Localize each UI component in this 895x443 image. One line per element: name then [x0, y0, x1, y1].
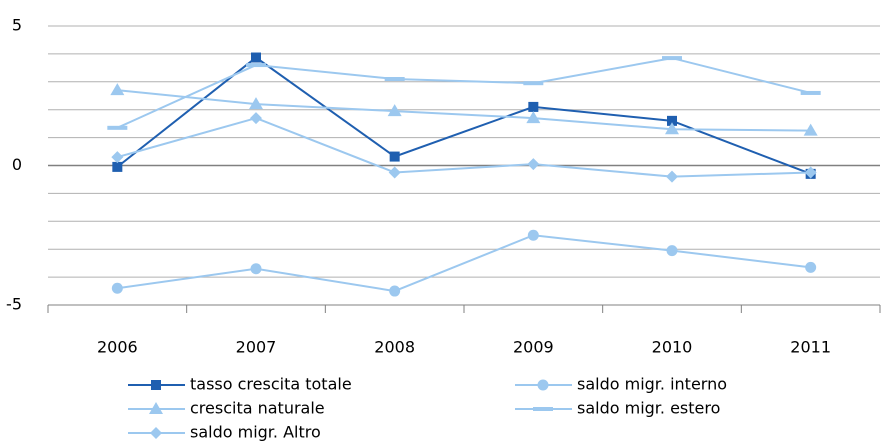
y-tick-label: 5: [12, 16, 22, 35]
x-tick-label: 2011: [790, 338, 831, 357]
data-point: [666, 170, 678, 183]
legend-marker: [537, 379, 549, 391]
legend-label: crescita naturale: [190, 399, 325, 418]
data-point: [107, 125, 128, 130]
data-point: [112, 161, 123, 172]
series-line: [116, 57, 811, 129]
data-point: [523, 81, 544, 86]
data-point: [250, 263, 262, 275]
legend-marker: [149, 402, 163, 414]
series-line: [116, 56, 812, 175]
series-line: [117, 89, 811, 132]
data-point: [389, 151, 400, 162]
y-tick-label: -5: [6, 295, 22, 314]
data-point: [111, 282, 123, 294]
data-point: [526, 111, 541, 124]
data-point: [800, 90, 821, 95]
data-point: [527, 229, 539, 241]
data-point: [667, 115, 677, 126]
x-tick-label: 2007: [236, 338, 277, 357]
data-point: [528, 101, 539, 112]
data-point: [803, 123, 818, 136]
data-point: [389, 285, 401, 297]
data-point: [384, 77, 405, 82]
data-point: [249, 97, 263, 110]
series-line: [117, 117, 811, 178]
x-tick-label: 2006: [97, 338, 138, 357]
data-point: [666, 245, 678, 257]
data-point: [250, 112, 262, 125]
y-tick-label: 0: [12, 155, 22, 174]
legend-marker: [151, 380, 161, 390]
legend-label: tasso crescita totale: [190, 375, 352, 394]
series-line: [117, 234, 811, 293]
data-point: [251, 52, 261, 63]
legend-label: saldo migr. estero: [577, 399, 720, 418]
data-point: [246, 63, 266, 68]
x-tick-label: 2009: [513, 338, 554, 357]
data-point: [665, 122, 679, 135]
data-point: [805, 261, 817, 273]
data-point: [527, 158, 540, 171]
data-point: [662, 56, 682, 61]
data-point: [110, 83, 125, 96]
x-tick-label: 2010: [652, 338, 693, 357]
x-tick-label: 2008: [374, 338, 415, 357]
data-point: [388, 166, 401, 179]
legend-marker: [533, 407, 553, 411]
data-point: [111, 151, 124, 164]
legend-marker: [150, 427, 162, 439]
legend-label: saldo migr. Altro: [190, 423, 321, 442]
data-point: [804, 166, 817, 179]
data-point: [387, 104, 402, 117]
legend-label: saldo migr. interno: [577, 375, 727, 394]
